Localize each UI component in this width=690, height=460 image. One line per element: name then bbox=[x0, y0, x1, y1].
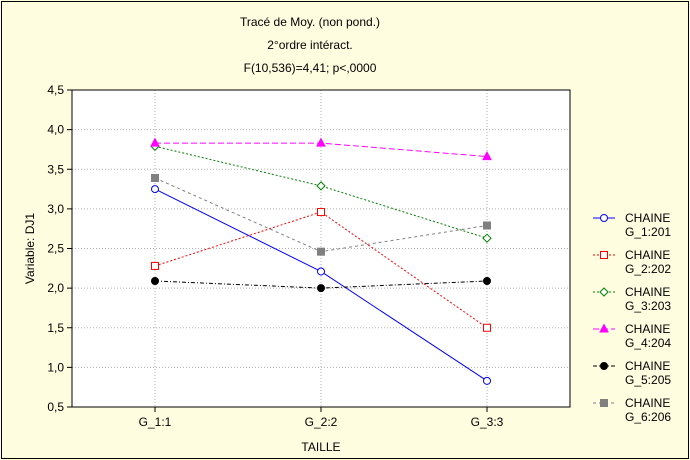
y-tick-label: 1,0 bbox=[47, 360, 64, 374]
data-point-s1-3 bbox=[483, 376, 491, 385]
data-point-s6-1 bbox=[151, 173, 159, 182]
legend-marker-6 bbox=[600, 399, 608, 407]
legend-marker-5 bbox=[600, 362, 608, 370]
data-point-s1-2 bbox=[317, 267, 325, 276]
x-axis-label: TAILLE bbox=[301, 440, 340, 454]
legend-label-6-line-1: CHAINE bbox=[625, 396, 670, 410]
y-tick-label: 2,5 bbox=[47, 242, 64, 256]
legend-label-3-line-2: G_3:203 bbox=[625, 299, 671, 313]
plot-border bbox=[71, 89, 571, 408]
x-tick-label: G_2:2 bbox=[305, 415, 338, 429]
data-point-s5-1 bbox=[151, 276, 159, 285]
y-tick-label: 3,5 bbox=[47, 162, 64, 176]
data-point-s4-2 bbox=[316, 137, 326, 147]
legend-label-1-line-2: G_1:201 bbox=[625, 225, 671, 239]
data-point-s3-2 bbox=[316, 181, 326, 191]
chart-title-line-1: Tracé de Moy. (non pond.) bbox=[239, 15, 381, 29]
series-line-3 bbox=[154, 145, 488, 239]
data-point-s1-1 bbox=[151, 185, 159, 194]
data-point-s5-3 bbox=[483, 276, 491, 285]
legend-marker-3 bbox=[599, 287, 609, 297]
legend-label-4-line-1: CHAINE bbox=[625, 322, 670, 336]
x-tick-label: G_3:3 bbox=[471, 415, 504, 429]
legend-label-2-line-2: G_2:202 bbox=[625, 262, 671, 276]
legend-label-1-line-1: CHAINE bbox=[625, 211, 670, 225]
chart-title-line-3: F(10,536)=4,41; p<,0000 bbox=[243, 61, 377, 75]
y-tick-label: 4,0 bbox=[47, 123, 64, 137]
series-line-2 bbox=[154, 211, 488, 329]
legend-label-6-line-2: G_6:206 bbox=[625, 410, 671, 424]
series-line-5 bbox=[154, 280, 488, 289]
legend-label-5-line-2: G_5:205 bbox=[625, 373, 671, 387]
data-point-s2-3 bbox=[483, 323, 491, 332]
data-point-s2-1 bbox=[151, 261, 159, 270]
x-tick-label: G_1:1 bbox=[139, 415, 172, 429]
y-tick-label: 3,0 bbox=[47, 202, 64, 216]
y-axis-label: Variable: DJ1 bbox=[23, 213, 37, 284]
data-point-s5-2 bbox=[317, 284, 325, 293]
data-point-s4-3 bbox=[482, 151, 492, 161]
legend-marker-2 bbox=[600, 251, 608, 259]
data-point-s2-2 bbox=[317, 208, 325, 217]
legend-label-2-line-1: CHAINE bbox=[625, 248, 670, 262]
data-point-s6-3 bbox=[483, 221, 491, 230]
legend-marker-4 bbox=[599, 323, 609, 333]
y-tick-label: 2,0 bbox=[47, 281, 64, 295]
legend-label-5-line-1: CHAINE bbox=[625, 359, 670, 373]
legend-label-4-line-2: G_4:204 bbox=[625, 336, 671, 350]
legend-label-3-line-1: CHAINE bbox=[625, 285, 670, 299]
data-point-s6-2 bbox=[317, 247, 325, 256]
y-tick-label: 4,5 bbox=[47, 83, 64, 97]
chart-title-line-2: 2°ordre intéract. bbox=[267, 38, 353, 52]
y-tick-label: 0,5 bbox=[47, 400, 64, 414]
y-tick-label: 1,5 bbox=[47, 321, 64, 335]
data-point-s4-1 bbox=[150, 137, 160, 147]
legend-marker-1 bbox=[600, 214, 608, 222]
data-point-s3-3 bbox=[482, 233, 492, 243]
